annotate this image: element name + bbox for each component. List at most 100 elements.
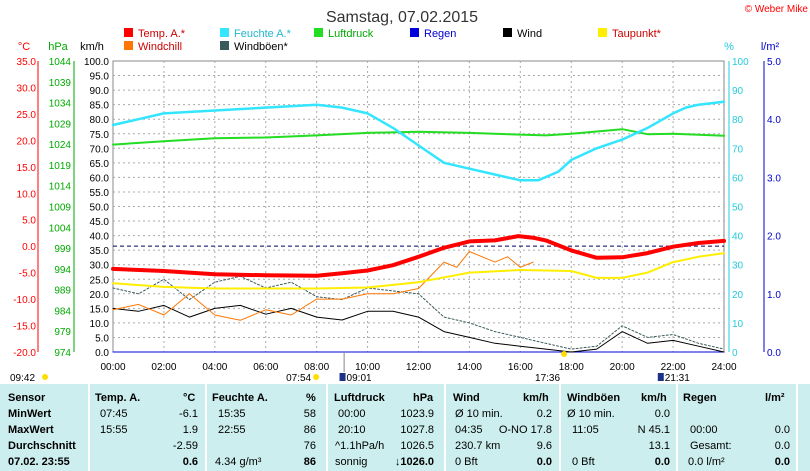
pct-tick-label: 80 — [732, 115, 744, 126]
pct-tick-label: 0 — [732, 348, 738, 359]
x-tick-label: 20:00 — [610, 362, 635, 373]
gust-desc: Ø 10 min. — [567, 408, 615, 420]
humidity-value: 86 — [303, 456, 316, 468]
legend-swatch — [410, 28, 419, 37]
hpa-tick-label: 1009 — [49, 203, 72, 214]
rain-value: 0.0 — [774, 424, 790, 436]
temp-tick-label: 20.0 — [17, 136, 37, 147]
humidity-value: 76 — [303, 440, 316, 452]
pct-tick-label: 90 — [732, 86, 744, 97]
hpa-tick-label: 1044 — [49, 57, 72, 68]
kmh-tick-label: 25.0 — [90, 275, 110, 286]
gust-value: 13.1 — [648, 440, 670, 452]
table-row: Durchschnitt -2.59 76 ^1.1hPa/h 1026.5 2… — [0, 438, 810, 455]
series-line-windben — [112, 275, 725, 350]
x-tick-label: 24:00 — [711, 362, 736, 373]
sun-markers: 09:42 07:54 09:01 17:36 21:31 — [10, 351, 690, 384]
kmh-tick-label: 70.0 — [90, 144, 110, 155]
row-label: Durchschnitt — [8, 440, 76, 452]
hpa-tick-label: 1019 — [49, 161, 72, 172]
kmh-tick-label: 55.0 — [90, 188, 110, 199]
temp-tick-label: 5.0 — [22, 216, 36, 227]
sun-icon — [313, 374, 320, 380]
chart-series — [111, 100, 726, 353]
weather-state: sonnig — [335, 456, 368, 468]
temp-tick-label: 25.0 — [17, 110, 37, 121]
kmh-tick-label: 85.0 — [90, 101, 110, 112]
series-line-taupunkt — [112, 252, 725, 290]
temp-value: -2.59 — [172, 440, 198, 452]
header-pressure: Luftdruck — [334, 392, 385, 404]
rain-desc: 00:00 — [690, 424, 718, 436]
rain-desc: 0.0 l/m² — [688, 456, 725, 468]
rain-value: 0.0 — [774, 440, 790, 452]
header-gust: Windböen — [567, 392, 621, 404]
kmh-tick-label: 90.0 — [90, 86, 110, 97]
hpa-tick-label: 989 — [54, 286, 71, 297]
hpa-tick-label: 994 — [54, 265, 71, 276]
hpa-unit-label: hPa — [48, 41, 68, 53]
hpa-tick-label: 979 — [54, 327, 71, 338]
x-tick-label: 22:00 — [661, 362, 686, 373]
kmh-tick-label: 30.0 — [90, 261, 110, 272]
gust-value: 0.0 — [654, 456, 670, 468]
pressure-value: 1023.9 — [400, 408, 434, 420]
hpa-tick-label: 984 — [54, 306, 71, 317]
gust-desc: 0 Bft — [572, 456, 595, 468]
gust-value: N 45.1 — [637, 424, 670, 436]
pressure-time: 20:10 — [338, 424, 366, 436]
legend-label: Temp. A.* — [138, 28, 186, 40]
x-tick-label: 08:00 — [304, 362, 329, 373]
table-row: 07.02. 23:55 0.6 4.34 g/m³ 86 sonnig ↓10… — [0, 454, 810, 471]
gust-desc: 11:05 — [572, 424, 599, 436]
rain-desc: Gesamt: — [690, 440, 732, 452]
table-header-row: Sensor Temp. A. °C Feuchte A. % Luftdruc… — [0, 390, 810, 407]
wind-value: 9.6 — [536, 440, 552, 452]
credit-text: © Weber Mike — [745, 4, 809, 15]
summary-table: Sensor Temp. A. °C Feuchte A. % Luftdruc… — [0, 384, 810, 471]
legend-swatch — [598, 28, 607, 37]
legend-label: Regen — [424, 28, 456, 40]
row-label: 07.02. 23:55 — [8, 456, 70, 468]
hpa-tick-label: 999 — [54, 244, 71, 255]
sun-icon — [561, 351, 568, 357]
table-row: MinWert 07:45 -6.1 15:35 58 00:00 1023.9… — [0, 406, 810, 423]
row-label: MinWert — [8, 408, 52, 420]
table-divider — [88, 384, 90, 471]
hpa-tick-label: 974 — [54, 348, 71, 359]
table-divider — [444, 384, 446, 471]
pressure-time: 00:00 — [338, 408, 366, 420]
legend-label: Windböen* — [234, 41, 289, 53]
moonset-icon — [657, 373, 664, 381]
header-pressure-unit: hPa — [413, 392, 434, 404]
kmh-tick-label: 75.0 — [90, 130, 110, 141]
moonset-time-label: 21:31 — [665, 373, 690, 384]
kmh-tick-label: 10.0 — [90, 319, 110, 330]
hpa-tick-label: 1039 — [49, 78, 72, 89]
wind-desc: Ø 10 min. — [455, 408, 503, 420]
legend-swatch — [220, 41, 229, 50]
kmh-tick-label: 20.0 — [90, 290, 110, 301]
x-tick-label: 06:00 — [253, 362, 278, 373]
temp-tick-label: 0.0 — [22, 242, 36, 253]
temp-tick-label: 10.0 — [17, 189, 37, 200]
series-line-feuchtea — [111, 100, 726, 182]
hpa-tick-label: 1024 — [49, 140, 72, 151]
wind-value: 0.2 — [536, 408, 552, 420]
pressure-value: 1027.8 — [400, 424, 434, 436]
sunset-time-label: 17:36 — [535, 373, 560, 384]
table-divider — [796, 384, 798, 471]
series-line-wind — [112, 304, 725, 353]
weather-chart: Samstag, 07.02.2015 © Weber Mike °C hPa … — [10, 4, 809, 384]
wind-value: O-NO 17.8 — [498, 424, 552, 436]
sun-time-label: 09:42 — [10, 373, 35, 384]
legend-label: Wind — [517, 28, 542, 40]
table-divider — [559, 384, 561, 471]
header-rain-unit: l/m² — [765, 392, 785, 404]
rain-tick-label: 0.0 — [767, 348, 781, 359]
legend-label: Luftdruck — [328, 28, 374, 40]
humidity-value: 58 — [303, 408, 316, 420]
temp-tick-label: -5.0 — [19, 269, 37, 280]
header-sensor: Sensor — [8, 392, 46, 404]
sun-icon — [42, 374, 48, 380]
